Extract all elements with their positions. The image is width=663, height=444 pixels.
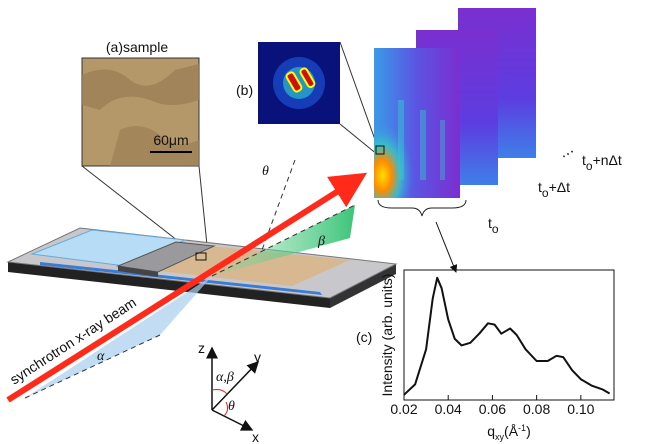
- x-label-rest: (Å: [504, 423, 519, 439]
- x-tick-label: 0.06: [479, 401, 506, 417]
- x-tick-label: 0.02: [390, 401, 417, 417]
- intensity-curve: [404, 278, 610, 395]
- plot: 0.02 0.04 0.06 0.08 0.10: [390, 278, 609, 417]
- dots: ⋯: [558, 143, 578, 164]
- axis-y-label: y: [254, 349, 261, 365]
- x-tick-label: 0.04: [435, 401, 462, 417]
- beta-label: β: [317, 234, 325, 249]
- axis-x-label: x: [252, 429, 259, 444]
- time-label: to+nΔt: [582, 152, 622, 173]
- brace: [378, 200, 466, 216]
- zoom-line: [340, 124, 378, 155]
- heatmap-streak: [398, 100, 404, 180]
- panel-b-label: (b): [236, 82, 253, 98]
- x-axis-label: qxy(Å-1): [487, 423, 530, 442]
- time-sub: o: [492, 222, 499, 236]
- angle-arc: [212, 390, 227, 395]
- heatmap-hotspot: [374, 48, 460, 198]
- time-label: to+Δt: [538, 179, 570, 200]
- x-tick-label: 0.10: [567, 401, 594, 417]
- heatmap-streak: [440, 120, 445, 180]
- figure: (a)sample 60μm θ β α synchrotron x-ray b…: [0, 0, 663, 444]
- angle-theta-label: θ: [228, 399, 235, 414]
- heatmap-streak: [420, 110, 426, 180]
- sample-label: (a)sample: [106, 39, 168, 55]
- incidence-plane: [25, 276, 212, 398]
- y-axis-label: Intensity (arb. units): [379, 274, 395, 397]
- x-label-base: q: [487, 423, 495, 439]
- x-label-sup: -1: [518, 423, 526, 433]
- time-label: to: [488, 215, 499, 236]
- arrow: [436, 222, 456, 272]
- time-rest: +Δt: [549, 179, 571, 195]
- x-label-end: ): [526, 423, 531, 439]
- zoom-line: [340, 42, 378, 148]
- alpha-label: α: [97, 349, 105, 364]
- angle-ab-label: α,β: [216, 370, 234, 385]
- scale-bar-label: 60μm: [153, 132, 188, 148]
- x-tick-label: 0.08: [523, 401, 550, 417]
- time-rest: +nΔt: [593, 152, 622, 168]
- theta-label: θ: [262, 164, 269, 179]
- panel-c-label: (c): [356, 329, 372, 345]
- axis-z-label: z: [198, 340, 205, 356]
